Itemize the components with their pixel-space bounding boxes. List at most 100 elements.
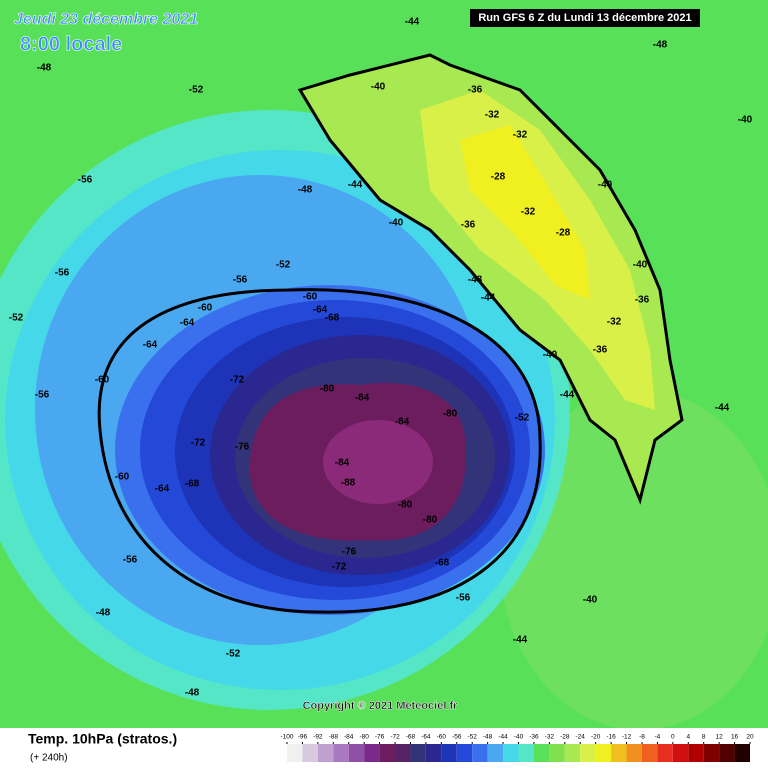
colorbar-label: -84: [344, 734, 354, 741]
colorbar-label: -80: [359, 734, 369, 741]
colorbar-swatch: [503, 744, 519, 762]
colorbar-label: 12: [716, 734, 724, 741]
contour-label: -40: [738, 115, 753, 126]
contour-label: -40: [371, 82, 386, 93]
contour-label: -64: [143, 340, 158, 351]
colorbar-label: -20: [591, 734, 601, 741]
contour-label: -40: [543, 350, 558, 361]
colorbar-label: -56: [452, 734, 462, 741]
contour-label: -52: [226, 649, 241, 660]
vortex-core: [323, 420, 433, 504]
colorbar-swatch: [317, 744, 334, 762]
contour-label: -76: [342, 547, 357, 558]
contour-label: -56: [233, 275, 248, 286]
colorbar-label: -92: [313, 734, 323, 741]
contour-label: -48: [298, 185, 313, 196]
colorbar-swatch: [595, 744, 612, 762]
colorbar-label: -40: [514, 734, 524, 741]
colorbar-label: -64: [421, 734, 431, 741]
colorbar-swatch: [395, 744, 411, 762]
colorbar-label: -68: [406, 734, 416, 741]
colorbar-label: -32: [545, 734, 555, 741]
contour-label: -80: [443, 409, 458, 420]
contour-label: -44: [481, 293, 496, 304]
contour-label: -56: [55, 268, 70, 279]
contour-label: -52: [189, 85, 204, 96]
contour-label: -40: [389, 218, 404, 229]
colorbar-swatch: [379, 744, 396, 762]
colorbar-swatch: [626, 744, 642, 762]
colorbar-swatch: [364, 744, 380, 762]
contour-label: -64: [313, 305, 328, 316]
run-info: Run GFS 6 Z du Lundi 13 décembre 2021: [478, 12, 691, 24]
contour-label: -68: [435, 558, 450, 569]
contour-label: -32: [607, 317, 622, 328]
contour-label: -72: [230, 375, 245, 386]
contour-label: -44: [405, 17, 420, 28]
colorbar-swatch: [348, 744, 365, 762]
run-box: [470, 9, 700, 27]
contour-label: -60: [198, 303, 213, 314]
contour-label: -44: [560, 390, 575, 401]
contour-label: -36: [635, 295, 650, 306]
warm-area: [500, 390, 768, 730]
contour-label: -76: [235, 442, 250, 453]
contour-label: -48: [653, 40, 668, 51]
colorbar-swatch: [703, 744, 720, 762]
contour-label: -48: [96, 608, 111, 619]
contour-label: -80: [398, 500, 413, 511]
colorbar-swatch: [734, 744, 750, 762]
colorbar-swatch: [719, 744, 735, 762]
colorbar-swatch: [302, 744, 318, 762]
colorbar-swatch: [611, 744, 627, 762]
colorbar-swatch: [287, 744, 303, 762]
colorbar: -100 -96 -92 -88 -84 -80 -76 -72 -68 -64 -60 -56 -52…: [280, 734, 754, 762]
contour-label: -68: [325, 313, 340, 324]
contour-label: -52: [9, 313, 24, 324]
warm-region: [297, 53, 684, 505]
footer-lead: (+ 240h): [30, 753, 68, 764]
colorbar-label: 16: [731, 734, 739, 741]
colorbar-label: -4: [655, 734, 661, 741]
colorbar-label: -48: [483, 734, 493, 741]
contour-label: -56: [456, 593, 471, 604]
contour-label: -80: [320, 384, 335, 395]
colorbar-swatch: [333, 744, 349, 762]
colorbar-label: -52: [467, 734, 477, 741]
contour-label: -28: [556, 228, 571, 239]
colorbar-label: -12: [622, 734, 632, 741]
colorbar-label: -44: [498, 734, 508, 741]
date: Jeudi 23 décembre 2021: [14, 11, 198, 28]
colorbar-swatch: [487, 744, 504, 762]
colorbar-swatch: [549, 744, 565, 762]
contour-label: -60: [303, 292, 318, 303]
contour-label: -44: [513, 635, 528, 646]
contour-label: -52: [515, 413, 530, 424]
colorbar-label: 8: [702, 734, 706, 741]
colorbar-label: 4: [686, 734, 690, 741]
colorbar-swatch: [441, 744, 457, 762]
contour-label: -32: [521, 207, 536, 218]
colorbar-label: -24: [576, 734, 586, 741]
colorbar-label: 20: [746, 734, 754, 741]
contour-label: -84: [335, 458, 350, 469]
colorbar-swatch: [688, 744, 704, 762]
colorbar-swatch: [564, 744, 581, 762]
contour-label: -80: [423, 515, 438, 526]
colorbar-swatch: [580, 744, 596, 762]
contour-label: -64: [155, 484, 170, 495]
contour-label: -40: [633, 260, 648, 271]
warm-core: [460, 125, 590, 300]
contour-label: -36: [468, 85, 483, 96]
colorbar-swatch: [472, 744, 488, 762]
contour-label: -48: [185, 688, 200, 699]
contour-label: -72: [332, 562, 347, 573]
contour-label: -36: [461, 220, 476, 231]
colorbar-label: -36: [529, 734, 539, 741]
contour-label: -40: [598, 180, 613, 191]
contour-label: -68: [185, 479, 200, 490]
colorbar-swatch: [533, 744, 550, 762]
copyright: Copyright © 2021 Meteociel.fr: [303, 700, 459, 712]
